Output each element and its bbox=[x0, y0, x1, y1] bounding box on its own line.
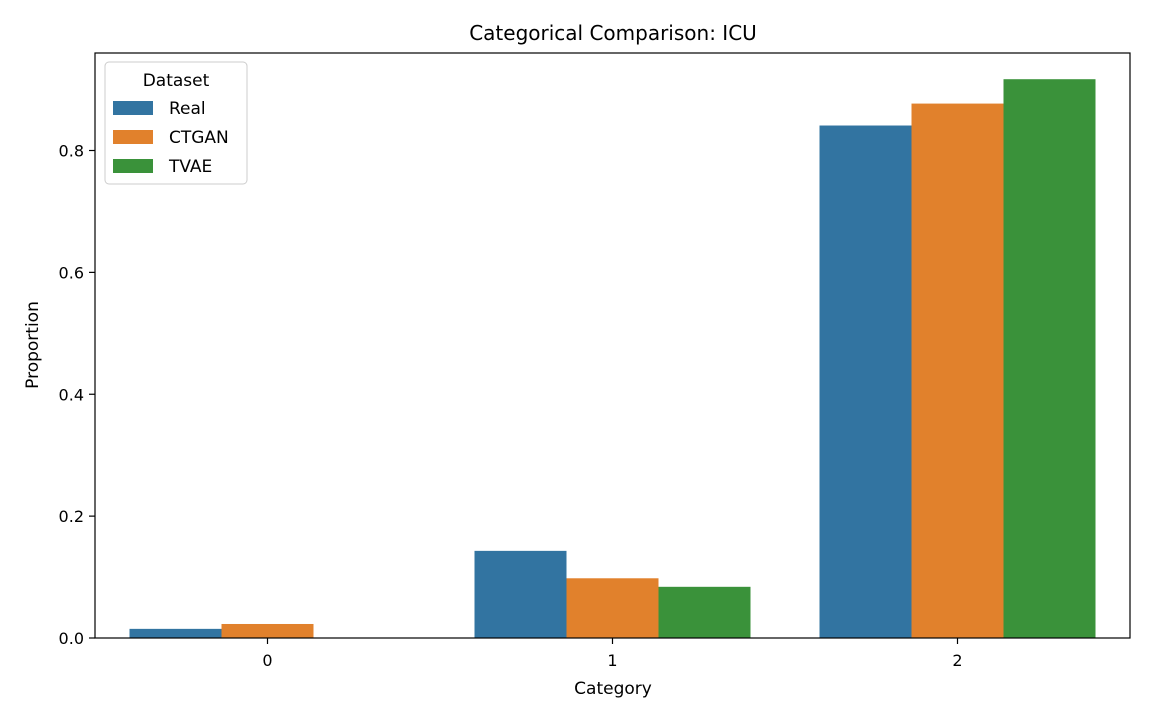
bar-ctgan-0 bbox=[221, 623, 314, 638]
legend-label-real: Real bbox=[169, 99, 206, 119]
bar-ctgan-1 bbox=[566, 578, 659, 638]
y-tick-label: 0.2 bbox=[59, 507, 84, 526]
y-tick-label: 0.4 bbox=[59, 385, 84, 404]
bar-real-2 bbox=[819, 125, 912, 638]
legend-box bbox=[104, 61, 248, 185]
x-axis-label: Category bbox=[574, 679, 652, 699]
x-tick-label: 0 bbox=[262, 651, 272, 670]
bar-ctgan-2 bbox=[911, 103, 1004, 638]
x-axis-ticks: 0 1 2 bbox=[262, 638, 963, 670]
legend: Dataset Real CTGAN TVAE bbox=[104, 61, 248, 185]
bar-real-1 bbox=[474, 550, 567, 638]
y-axis-ticks: 0.0 0.2 0.4 0.6 0.8 bbox=[59, 142, 95, 648]
bars-group bbox=[129, 79, 1096, 638]
y-tick-label: 0.0 bbox=[59, 629, 84, 648]
y-axis-label: Proportion bbox=[23, 301, 43, 389]
bar-tvae-2 bbox=[1003, 79, 1096, 638]
legend-title: Dataset bbox=[143, 71, 210, 91]
x-tick-label: 1 bbox=[607, 651, 617, 670]
legend-items: Real CTGAN TVAE bbox=[113, 99, 229, 177]
y-tick-label: 0.8 bbox=[59, 142, 84, 161]
bar-real-0 bbox=[129, 628, 222, 638]
legend-swatch-tvae bbox=[113, 159, 153, 173]
bar-tvae-1 bbox=[658, 586, 751, 638]
x-tick-label: 2 bbox=[952, 651, 962, 670]
chart-title: Categorical Comparison: ICU bbox=[469, 21, 757, 45]
legend-swatch-ctgan bbox=[113, 130, 153, 144]
plot-frame bbox=[94, 52, 1131, 639]
y-tick-label: 0.6 bbox=[59, 263, 84, 282]
legend-label-tvae: TVAE bbox=[168, 157, 212, 177]
legend-swatch-real bbox=[113, 101, 153, 115]
legend-label-ctgan: CTGAN bbox=[169, 128, 229, 148]
